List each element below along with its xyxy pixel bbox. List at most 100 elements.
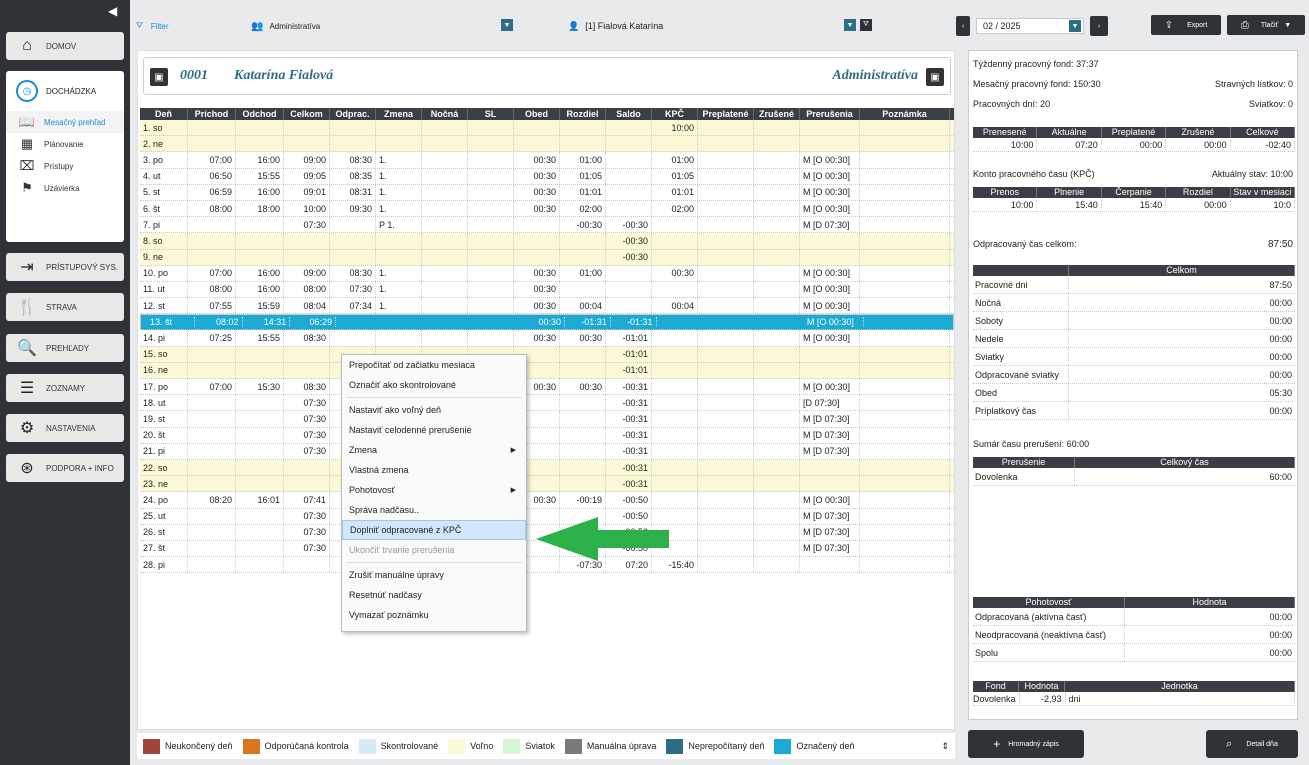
menu-item[interactable]: Vymazať poznámku <box>349 610 429 620</box>
table-row[interactable]: 9. ne -00:30 <box>140 249 954 266</box>
menu-item[interactable]: Prepočítať od začiatku mesiaca <box>349 360 475 370</box>
table-cell: 08:20 <box>188 492 236 508</box>
column-header[interactable]: Prerušenia <box>800 108 860 120</box>
prev-month-button[interactable]: ‹ <box>956 16 970 36</box>
print-button[interactable]: ⎙ Tlačiť ▼ <box>1227 15 1305 35</box>
column-header[interactable]: SL <box>468 108 514 120</box>
table-cell: 8. so <box>140 233 188 249</box>
table-cell: 08:00 <box>188 281 236 298</box>
sidebar-item-checkered-flag[interactable]: ⚑ Uzávierka <box>6 177 124 199</box>
legend-scroll-icon[interactable]: ⇕ <box>941 740 949 751</box>
column-header[interactable]: Obed <box>514 108 560 120</box>
column-header[interactable]: Celkom <box>284 108 330 120</box>
nav-login-arrow[interactable]: ⇥ PRÍSTUPOVÝ SYS. <box>6 253 124 281</box>
table-row[interactable]: 7. pi 07:30 P 1. -00:30 -00:30 M [D 07:30] <box>140 217 954 234</box>
table-row[interactable]: 5. st 06:59 16:00 09:01 08:31 1. 00:30 01:01 01:… <box>140 184 954 201</box>
column-header[interactable]: Nočná <box>422 108 468 120</box>
menu-item[interactable]: Resetnúť nadčasy <box>349 590 422 600</box>
column-header[interactable]: Zrušené <box>754 108 800 120</box>
table-row[interactable]: 19. st 07:30 -00:31 M [D 07:30] <box>140 411 954 428</box>
table-row[interactable]: 2. ne <box>140 136 954 153</box>
employee-select[interactable]: 👤 [1] Fialová Katarína ▼ ⛛ <box>562 18 874 34</box>
table-row[interactable]: 17. po 07:00 15:30 08:30 00:30 00:30 -00:31 M [… <box>140 379 954 396</box>
table-row[interactable]: 23. ne -00:31 <box>140 476 954 493</box>
nav-cutlery[interactable]: 🍴 STRAVA <box>6 293 124 321</box>
department-select[interactable]: 👥 Administratíva ▼ <box>245 18 515 34</box>
sidebar-item-calendar[interactable]: ▦ Plánovanie <box>6 133 124 155</box>
collapse-icon[interactable]: ◀ <box>108 4 118 18</box>
table-row[interactable]: 10. po 07:00 16:00 09:00 08:30 1. 00:30 01:00 00… <box>140 265 954 282</box>
menu-item[interactable]: Pohotovosť ▶ <box>349 485 516 495</box>
menu-item[interactable]: Nastaviť ako voľný deň <box>349 405 442 415</box>
column-header[interactable]: Poznámka <box>860 108 950 120</box>
filter-button[interactable]: ⛛ Filter <box>136 21 169 31</box>
sidebar-item-door[interactable]: ⌧ Prístupy <box>19 158 74 173</box>
column-header[interactable]: Odchod <box>236 108 284 120</box>
table-cell <box>468 249 514 265</box>
nav-lifebuoy[interactable]: ⊛ PODPORA + INFO <box>6 454 124 482</box>
next-month-button[interactable]: › <box>1090 16 1108 36</box>
table-row[interactable]: 14. pi 07:25 15:55 08:30 00:30 00:30 -01:01 M [… <box>140 330 954 347</box>
table-cell: 06:59 <box>188 184 236 200</box>
column-header[interactable]: Saldo <box>606 108 652 120</box>
nav-home[interactable]: ⌂ DOMOV <box>6 32 124 60</box>
column-header[interactable]: Odprac. <box>330 108 376 120</box>
menu-item[interactable]: Zrušiť manuálne úpravy <box>349 570 444 580</box>
table-row[interactable]: 20. št 07:30 -00:31 M [D 07:30] <box>140 427 954 444</box>
table-cell <box>514 540 560 557</box>
table-row[interactable]: 21. pi 07:30 -00:31 M [D 07:30] <box>140 443 954 460</box>
column-header[interactable]: Preplatené <box>698 108 754 120</box>
nav-search[interactable]: 🔍 PREHĽADY <box>6 334 124 362</box>
table-cell <box>376 120 422 136</box>
table-row[interactable]: 24. po 08:20 16:01 07:41 00:30 -00:19 -00:50 M … <box>140 492 954 509</box>
column-header[interactable]: Zmena <box>376 108 422 120</box>
table-cell: 3. po <box>140 152 188 168</box>
menu-item[interactable]: Označiť ako skontrolované <box>349 380 456 390</box>
table-cell <box>698 443 754 459</box>
cutlery-icon: 🍴 <box>17 299 37 316</box>
sidebar-item-book[interactable]: 📖 Mesačný prehľad <box>6 111 124 133</box>
menu-item[interactable]: Vlastná zmena <box>349 465 409 475</box>
table-row[interactable]: 12. st 07:55 15:59 08:04 07:34 1. 00:30 00:04 00… <box>140 298 954 315</box>
table-cell <box>606 184 652 200</box>
table-cell <box>652 249 698 265</box>
nav-gear[interactable]: ⚙ NASTAVENIA <box>6 414 124 442</box>
day-detail-button[interactable]: ⌕ Detail dňa <box>1206 730 1298 758</box>
nav-attendance[interactable]: ◷ DOCHÁDZKA <box>6 71 124 111</box>
bulk-entry-button[interactable]: + Hromadný zápis <box>968 730 1084 758</box>
table-cell <box>468 168 514 184</box>
menu-item[interactable]: Nastaviť celodenné prerušenie <box>349 425 472 435</box>
menu-item[interactable]: Doplniť odpracované z KPČ <box>342 520 526 540</box>
table-row[interactable]: 11. ut 08:00 16:00 08:00 07:30 1. 00:30 M [O 00… <box>140 281 954 299</box>
table-row[interactable]: 1. so 10:00 <box>140 120 954 137</box>
table-row[interactable]: 15. so -01:01 <box>140 346 954 363</box>
period-select[interactable]: 02 / 2025 ▼ <box>976 18 1084 34</box>
table-row[interactable]: 8. so -00:30 <box>140 233 954 250</box>
table-row[interactable]: 6. št 08:00 18:00 10:00 09:30 1. 00:30 02:00 02:… <box>140 200 954 218</box>
table-cell <box>468 265 514 281</box>
table-cell <box>422 265 468 281</box>
export-button[interactable]: ⇪ Export <box>1151 15 1221 35</box>
table-cell <box>698 184 754 200</box>
table-row[interactable]: 18. ut 07:30 -00:31 [D 07:30] <box>140 395 954 412</box>
table-row[interactable]: 13. št 08:02 14:31 06:29 00:30 -01:31 -01:31 M … <box>140 314 954 331</box>
table-cell: M [D 07:30] <box>800 411 860 427</box>
table-cell: 08:00 <box>284 281 330 298</box>
menu-item[interactable]: Zmena ▶ <box>349 445 516 455</box>
printer-icon: ⎙ <box>1240 19 1249 31</box>
table-cell <box>860 346 950 362</box>
table-row[interactable]: 3. po 07:00 16:00 09:00 08:30 1. 00:30 01:00 01:… <box>140 152 954 169</box>
table-cell <box>652 476 698 492</box>
column-header[interactable]: KPČ <box>652 108 698 120</box>
table-row[interactable]: 22. so -00:31 <box>140 459 954 477</box>
column-header[interactable]: Rozdiel <box>560 108 606 120</box>
chevron-down-icon: ▼ <box>1284 21 1292 29</box>
summary-row: Soboty 00:00 <box>973 312 1295 330</box>
column-header[interactable]: Deň <box>140 108 188 120</box>
column-header[interactable]: Príchod <box>188 108 236 120</box>
nav-list[interactable]: ☰ ZOZNAMY <box>6 374 124 402</box>
table-row[interactable]: 16. ne -01:01 <box>140 362 954 379</box>
summary-row: Nočná 00:00 <box>973 294 1295 312</box>
table-row[interactable]: 4. ut 06:50 15:55 09:05 08:35 1. 00:30 01:05 01:… <box>140 168 954 185</box>
menu-item[interactable]: Správa nadčasu.. <box>349 505 420 515</box>
